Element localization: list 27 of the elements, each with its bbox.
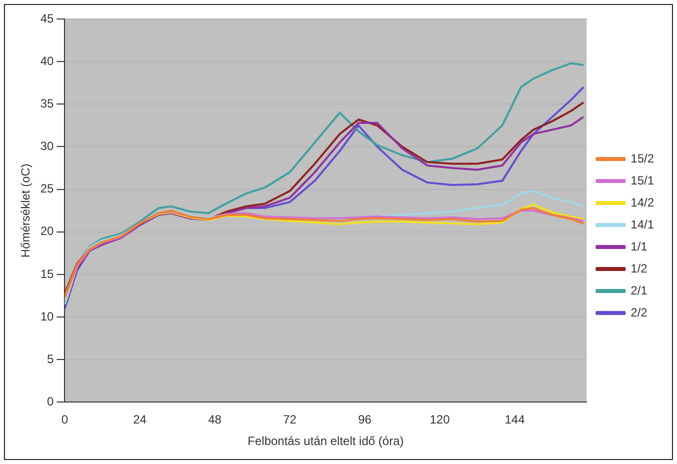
- x-tick-label: 144: [504, 412, 526, 427]
- y-tick-label: 40: [40, 54, 54, 68]
- x-tick-label: 96: [358, 412, 372, 427]
- y-tick-label: 35: [40, 96, 54, 110]
- y-tick-label: 15: [40, 266, 54, 281]
- legend-label: 1/2: [630, 261, 648, 276]
- x-axis-title: Felbontás után eltelt idő (óra): [248, 434, 404, 448]
- legend-label: 15/1: [630, 173, 654, 188]
- legend-label: 14/1: [630, 217, 654, 232]
- y-tick-label: 25: [40, 182, 54, 196]
- x-tick-label: 48: [208, 412, 222, 427]
- legend-label: 1/1: [630, 239, 648, 254]
- y-tick-label: 45: [40, 11, 54, 26]
- y-tick-label: 10: [40, 309, 54, 324]
- legend-label: 2/1: [630, 283, 648, 298]
- x-tick-label: 120: [430, 412, 450, 427]
- legend-label: 14/2: [630, 195, 654, 210]
- x-tick-label: 0: [61, 412, 68, 427]
- y-tick-label: 30: [40, 139, 54, 154]
- y-tick-label: 0: [47, 394, 54, 409]
- y-axis-title: Hőmérséklet (oC): [18, 164, 33, 258]
- legend-label: 2/2: [630, 305, 648, 320]
- x-tick-label: 72: [283, 412, 297, 427]
- y-tick-label: 5: [47, 352, 54, 366]
- y-tick-label: 20: [40, 224, 54, 238]
- x-tick-label: 24: [133, 412, 147, 427]
- legend-label: 15/2: [630, 151, 654, 166]
